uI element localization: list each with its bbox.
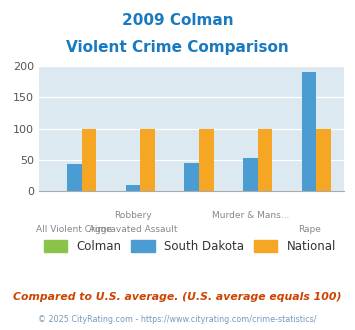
Legend: Colman, South Dakota, National: Colman, South Dakota, National [39, 235, 341, 257]
Text: Robbery: Robbery [114, 211, 152, 220]
Bar [140, 129, 155, 191]
Text: 2009 Colman: 2009 Colman [122, 13, 233, 28]
Text: Violent Crime Comparison: Violent Crime Comparison [66, 40, 289, 54]
Bar [316, 129, 331, 191]
Text: © 2025 CityRating.com - https://www.cityrating.com/crime-statistics/: © 2025 CityRating.com - https://www.city… [38, 315, 317, 324]
Bar [126, 184, 140, 191]
Text: Compared to U.S. average. (U.S. average equals 100): Compared to U.S. average. (U.S. average … [13, 292, 342, 302]
Bar [302, 72, 316, 191]
Bar [258, 129, 272, 191]
Text: Murder & Mans...: Murder & Mans... [212, 211, 289, 220]
Text: Rape: Rape [298, 225, 321, 234]
Bar [243, 157, 258, 191]
Text: All Violent Crime: All Violent Crime [37, 225, 112, 234]
Bar [199, 129, 214, 191]
Bar [67, 164, 82, 191]
Text: Aggravated Assault: Aggravated Assault [89, 225, 177, 234]
Bar [184, 163, 199, 191]
Bar [82, 129, 96, 191]
